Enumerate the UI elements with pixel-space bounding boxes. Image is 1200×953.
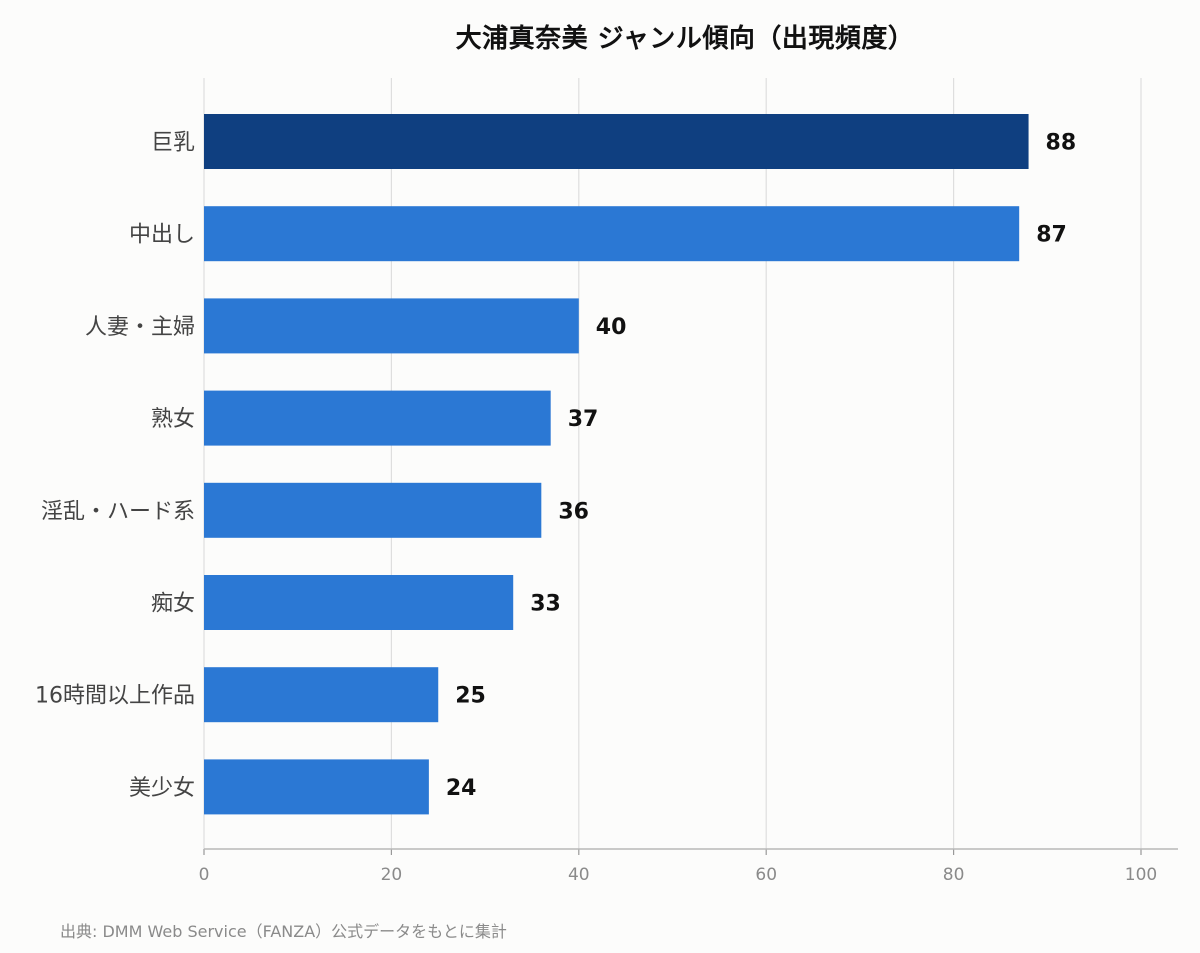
- value-label: 36: [558, 499, 589, 524]
- category-label: 痴女: [151, 592, 195, 617]
- labels: 0 20 40 60 80 100 巨乳 88 中出し 87 人妻・主婦 40 熟女 37 淫乱・ハード系 3…: [35, 131, 1157, 886]
- x-tick-label: 60: [755, 865, 777, 885]
- value-label: 40: [596, 315, 627, 340]
- x-tick-label: 20: [381, 865, 403, 885]
- x-tick-label: 100: [1125, 865, 1157, 885]
- bar-4: [204, 482, 542, 538]
- category-label: 16時間以上作品: [35, 684, 195, 709]
- category-label: 熟女: [151, 407, 195, 432]
- value-label: 87: [1036, 223, 1067, 248]
- value-label: 24: [446, 776, 477, 801]
- category-label: 人妻・主婦: [85, 315, 195, 340]
- value-label: 37: [568, 407, 599, 432]
- x-tick-label: 0: [199, 865, 210, 885]
- gridlines: [203, 78, 1142, 849]
- category-label: 美少女: [129, 776, 195, 801]
- bars: [204, 114, 1029, 815]
- category-label: 巨乳: [151, 131, 195, 156]
- bar-3: [204, 390, 551, 446]
- category-label: 淫乱・ハード系: [41, 499, 195, 524]
- bar-6: [204, 667, 439, 723]
- bar-1: [204, 206, 1020, 262]
- bar-2: [204, 298, 579, 354]
- bar-0: [204, 114, 1029, 169]
- x-tick-label: 40: [568, 865, 590, 885]
- x-tick-label: 80: [943, 865, 965, 885]
- category-label: 中出し: [129, 223, 195, 248]
- bar-5: [204, 575, 514, 630]
- value-label: 88: [1046, 131, 1077, 156]
- source-note: 出典: DMM Web Service（FANZA）公式データをもとに集計: [60, 922, 507, 941]
- x-axis: [203, 848, 1178, 855]
- value-label: 33: [530, 592, 561, 617]
- bar-7: [204, 759, 429, 815]
- value-label: 25: [455, 684, 486, 709]
- chart-title: 大浦真奈美 ジャンル傾向（出現頻度）: [455, 24, 915, 54]
